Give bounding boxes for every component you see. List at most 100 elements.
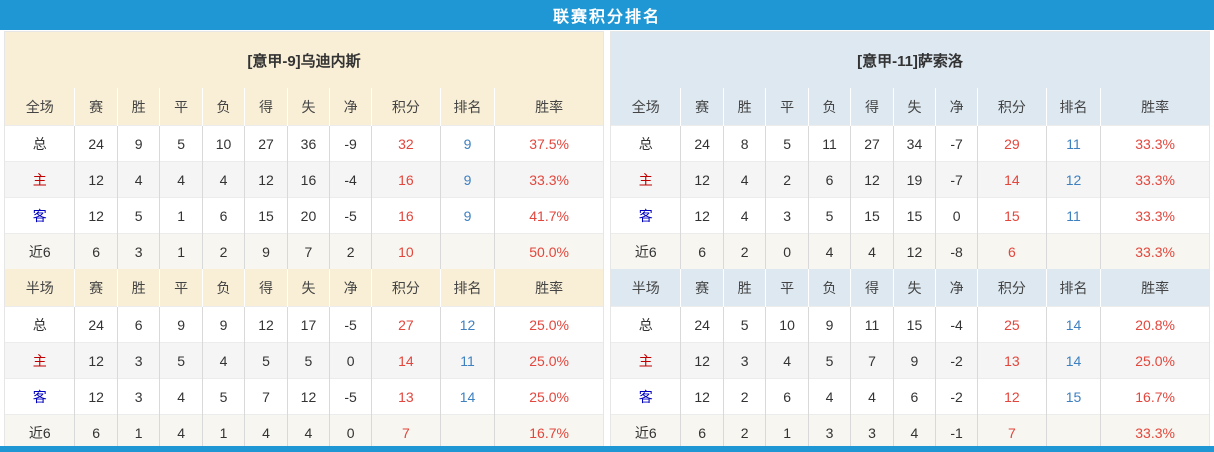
stat-cell: 2 [722,233,766,269]
stat-cell: 24 [74,125,118,162]
row-label: 近6 [611,414,681,450]
stat-cell: 7 [371,414,441,450]
stat-cell: 2 [201,233,245,269]
column-header: 赛 [680,88,724,126]
stat-cell: 32 [371,125,441,162]
stat-cell: 7 [977,414,1047,450]
stat-cell: 24 [680,306,724,343]
column-header: 得 [850,88,894,126]
column-header: 胜率 [1100,269,1209,307]
stat-cell: 15 [1045,378,1101,415]
stat-cell: 9 [116,125,160,162]
section-label: 半场 [5,269,75,307]
stat-cell: 10 [201,125,245,162]
stat-cell: 20.8% [1100,306,1209,343]
table-row: 近6 6 2 0 4 4 12 -8 6 33.3% [611,233,1209,269]
table-row: 近6 6 3 1 2 9 7 2 10 50.0% [5,233,603,269]
stat-cell: 5 [765,125,809,162]
stat-cell: 6 [680,233,724,269]
stat-cell: 10 [371,233,441,269]
stat-cell: 5 [244,342,288,379]
stat-cell: 5 [159,342,203,379]
stat-cell: 4 [116,161,160,198]
stat-cell: -2 [935,342,978,379]
row-label: 主 [5,342,75,379]
table-row: 总 24 5 10 9 11 15 -4 25 14 20.8% [611,306,1209,343]
stat-cell: -5 [329,378,372,415]
stat-cell: 14 [371,342,441,379]
stat-cell: 9 [892,342,936,379]
stat-cell: 12 [244,161,288,198]
table-row: 主 12 4 2 6 12 19 -7 14 12 33.3% [611,161,1209,198]
stat-cell: 1 [116,414,160,450]
row-label: 客 [5,378,75,415]
column-header: 赛 [74,88,118,126]
stat-cell: 25.0% [1100,342,1209,379]
stat-cell: 12 [680,342,724,379]
column-header: 负 [807,88,851,126]
table-row: 总 24 6 9 9 12 17 -5 27 12 25.0% [5,306,603,343]
column-header: 净 [935,269,978,307]
stat-cell: 15 [892,306,936,343]
stat-cell: 16.7% [1100,378,1209,415]
stat-cell [1045,233,1101,269]
stat-cell: -1 [935,414,978,450]
stat-cell: 5 [116,197,160,234]
stat-cell: 14 [1045,342,1101,379]
stat-cell [439,233,495,269]
stat-cell: 5 [286,342,330,379]
stat-cell: 33.3% [494,161,603,198]
stat-cell: 4 [159,161,203,198]
stat-cell: 9 [439,125,495,162]
stat-cell: 3 [807,414,851,450]
stat-cell: 2 [722,378,766,415]
column-header: 胜 [116,88,160,126]
column-header: 胜率 [1100,88,1209,126]
row-label: 总 [5,125,75,162]
column-header: 胜率 [494,269,603,307]
stat-cell: 15 [244,197,288,234]
stat-cell: 7 [244,378,288,415]
stat-cell: 5 [807,342,851,379]
stat-cell: 4 [807,233,851,269]
row-label: 客 [611,378,681,415]
stat-cell: 5 [201,378,245,415]
row-label: 近6 [5,414,75,450]
stat-cell: 11 [1045,197,1101,234]
stat-cell: 4 [159,378,203,415]
column-header: 排名 [439,88,495,126]
table-row: 近6 6 2 1 3 3 4 -1 7 33.3% [611,414,1209,450]
table-row: 主 12 4 4 4 12 16 -4 16 9 33.3% [5,161,603,198]
stat-cell: 11 [439,342,495,379]
row-label: 客 [611,197,681,234]
stat-cell: 27 [850,125,894,162]
section-header-row: 全场赛胜平负得失净积分 排名 胜率 [5,88,603,126]
stat-cell: 16 [371,197,441,234]
stat-cell: 16.7% [494,414,603,450]
row-label: 近6 [5,233,75,269]
column-header: 得 [850,269,894,307]
stat-cell: 1 [159,233,203,269]
stat-cell: 12 [439,306,495,343]
title-bar: 联赛积分排名 [0,0,1214,30]
page-title: 联赛积分排名 [552,9,661,26]
column-header: 失 [892,269,936,307]
stat-cell [439,414,495,450]
section-label: 半场 [611,269,681,307]
column-header: 胜 [722,88,766,126]
stat-cell: 5 [807,197,851,234]
stat-cell: 2 [329,233,372,269]
stat-cell: 50.0% [494,233,603,269]
stat-cell: 5 [722,306,766,343]
stat-cell: 1 [765,414,809,450]
stat-cell: 12 [977,378,1047,415]
stat-cell: 8 [722,125,766,162]
stat-cell: 25.0% [494,306,603,343]
stat-cell: 4 [892,414,936,450]
stat-cell: 3 [765,197,809,234]
stat-cell: 10 [765,306,809,343]
stat-cell: 4 [722,197,766,234]
stat-cell: 12 [286,378,330,415]
stat-cell: 12 [1045,161,1101,198]
stat-cell: 9 [807,306,851,343]
